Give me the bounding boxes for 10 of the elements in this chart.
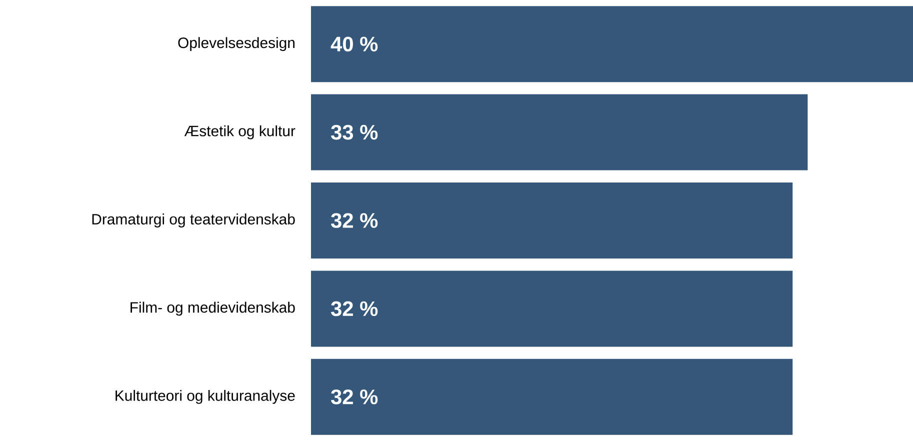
y-tick-label: Oplevelsesdesign <box>178 37 294 52</box>
data-label: 33 % <box>331 124 378 140</box>
y-tick-label: Kulturteori og kulturanalyse <box>116 390 295 404</box>
data-label: 32 % <box>331 213 378 228</box>
data-label: 40 % <box>330 36 378 52</box>
y-tick-label: Æstetik og kultur <box>184 125 296 140</box>
y-tick-label: Dramaturgi og teatervidenskab <box>92 214 295 228</box>
y-tick-label: Film- og medievidenskab <box>130 302 295 316</box>
data-label: 32 % <box>331 389 378 404</box>
data-label: 32 % <box>331 301 378 316</box>
